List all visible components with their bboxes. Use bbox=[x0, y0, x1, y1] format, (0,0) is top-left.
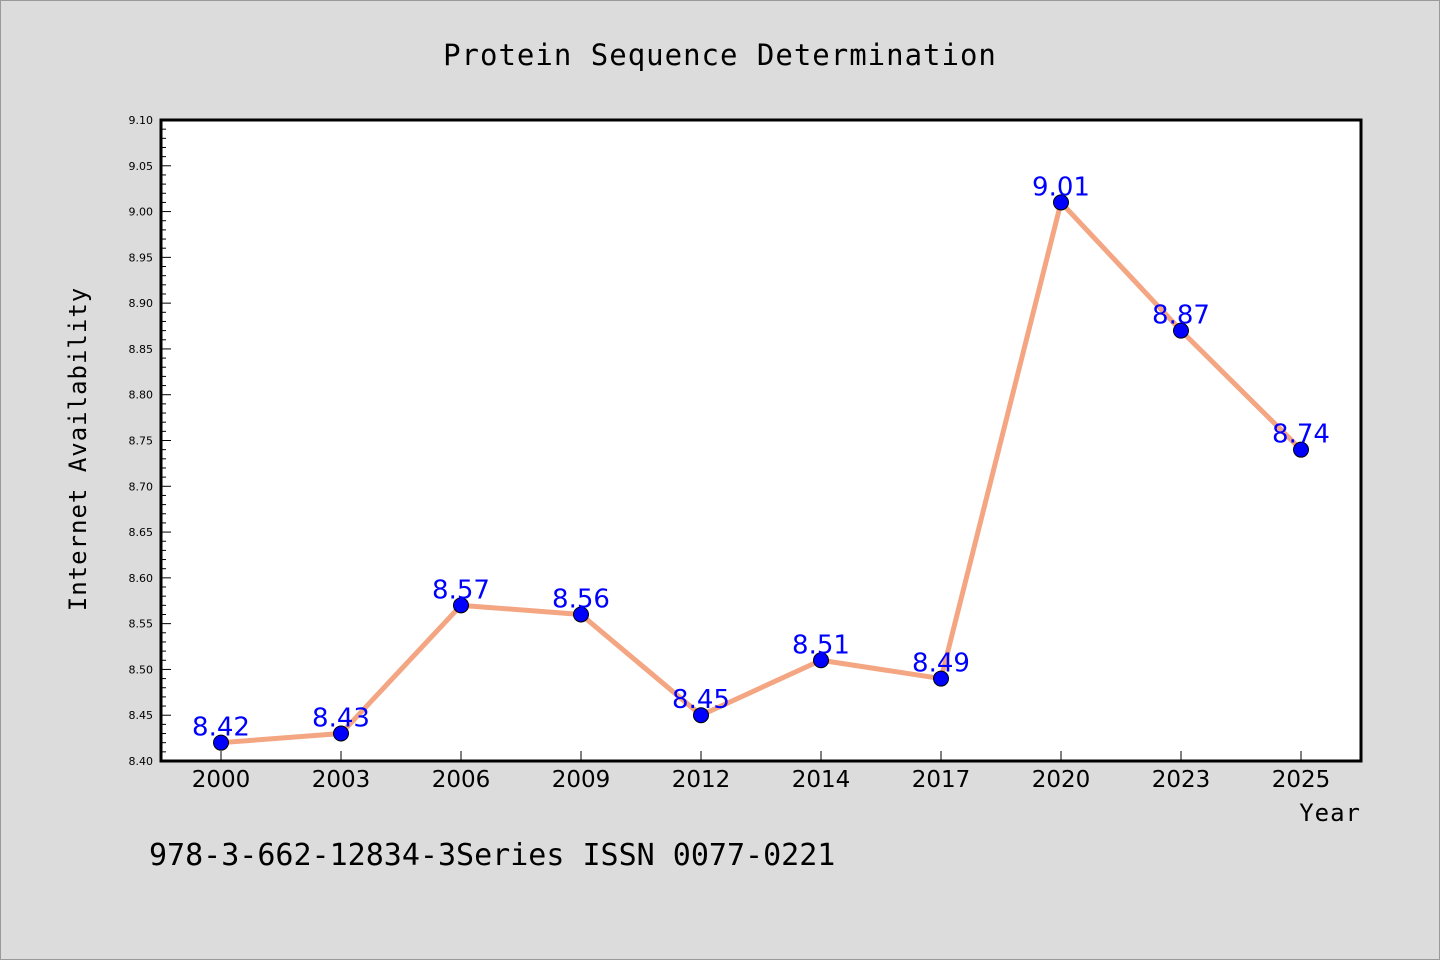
y-tick-label: 8.85 bbox=[129, 343, 154, 356]
data-label: 8.87 bbox=[1152, 301, 1210, 331]
y-tick-label: 8.65 bbox=[129, 526, 154, 539]
data-point bbox=[453, 597, 469, 614]
x-tick-label: 2012 bbox=[672, 767, 731, 793]
data-point bbox=[1173, 322, 1189, 339]
x-axis-label: Year bbox=[1299, 799, 1361, 827]
data-labels-group: 8.42 8.43 8.57 8.56 8.45 8.51 8.49 9.01 8.87 8.74 bbox=[192, 172, 1330, 742]
data-label: 8.57 bbox=[432, 575, 490, 605]
x-tick-label: 2025 bbox=[1272, 767, 1331, 793]
series-line bbox=[218, 199, 1304, 746]
markers-group bbox=[213, 194, 1309, 751]
data-label: 8.49 bbox=[912, 649, 970, 679]
data-point bbox=[1053, 194, 1069, 211]
y-tick-label: 8.50 bbox=[129, 663, 154, 676]
x-tick-label: 2023 bbox=[1152, 767, 1211, 793]
x-tick-label: 2003 bbox=[312, 767, 371, 793]
y-tick-label: 8.95 bbox=[129, 251, 154, 264]
y-axis-label: Internet Availability bbox=[64, 287, 92, 611]
data-label: 9.01 bbox=[1032, 172, 1090, 202]
y-tick-label: 8.45 bbox=[129, 709, 154, 722]
data-label: 8.43 bbox=[312, 704, 370, 734]
y-tick-label: 9.05 bbox=[129, 160, 154, 173]
data-point bbox=[573, 606, 589, 623]
data-label: 8.42 bbox=[192, 713, 250, 743]
data-label: 8.74 bbox=[1272, 420, 1330, 450]
x-tick-label: 2006 bbox=[432, 767, 491, 793]
x-tick-label: 2017 bbox=[912, 767, 971, 793]
y-tick-label: 8.80 bbox=[129, 389, 154, 402]
series-line-group bbox=[218, 199, 1304, 746]
data-point bbox=[333, 725, 349, 742]
data-label: 8.56 bbox=[552, 584, 610, 614]
y-tick-label: 8.75 bbox=[129, 435, 154, 448]
x-tick-label: 2014 bbox=[792, 767, 851, 793]
data-label: 8.45 bbox=[672, 685, 730, 715]
footnote: 978-3-662-12834-3Series ISSN 0077-0221 bbox=[149, 838, 835, 873]
y-tick-label: 8.40 bbox=[129, 755, 154, 768]
data-point bbox=[693, 707, 709, 724]
x-tick-label: 2000 bbox=[192, 767, 251, 793]
x-tick-label: 2020 bbox=[1032, 767, 1091, 793]
data-point bbox=[813, 652, 829, 669]
chart-title: Protein Sequence Determination bbox=[443, 38, 997, 72]
x-axis: 2000 2003 2006 2009 2012 2014 2017 2020 2023 2025 bbox=[192, 751, 1331, 793]
y-axis: 8.40 8.45 8.50 8.55 8.60 8.65 8.70 8.75 8.80 8.85… bbox=[129, 114, 171, 768]
y-tick-label: 8.55 bbox=[129, 618, 154, 631]
data-point bbox=[213, 734, 229, 751]
data-point bbox=[933, 670, 949, 687]
y-tick-label: 8.70 bbox=[129, 480, 154, 493]
x-tick-label: 2009 bbox=[552, 767, 611, 793]
data-point bbox=[1293, 441, 1309, 458]
y-tick-label: 8.60 bbox=[129, 572, 154, 585]
data-label: 8.51 bbox=[792, 630, 850, 660]
y-tick-label: 8.90 bbox=[129, 297, 154, 310]
plot-area bbox=[159, 118, 1363, 763]
y-tick-label: 9.10 bbox=[129, 114, 154, 127]
y-tick-label: 9.00 bbox=[129, 206, 154, 219]
